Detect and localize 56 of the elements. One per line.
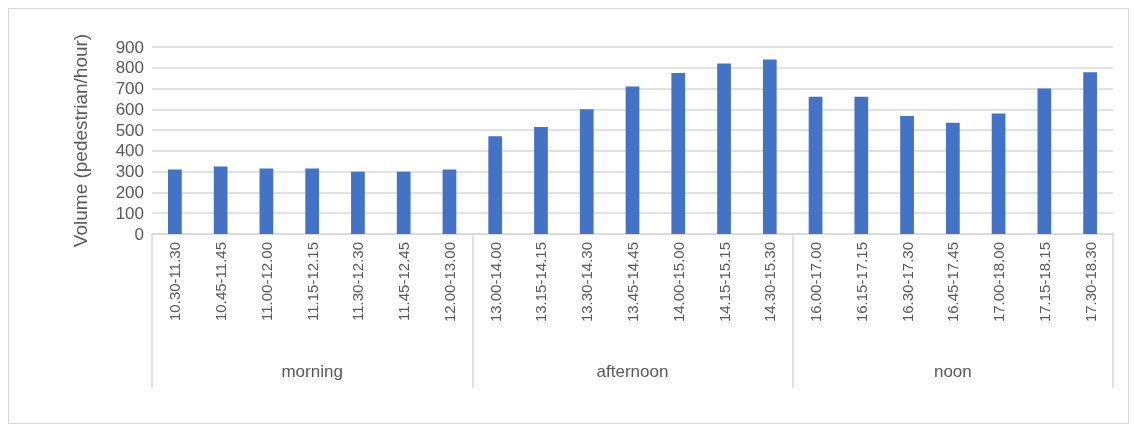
x-tick-label: 16.15-17.15 xyxy=(852,242,870,323)
bar xyxy=(854,96,869,234)
x-tick-label: 14.15-15.15 xyxy=(715,242,733,323)
bar xyxy=(213,166,228,234)
y-tick-label: 500 xyxy=(115,120,144,140)
x-tick-label: 14.00-15.00 xyxy=(669,242,687,323)
x-tick-label: 11.30-12.30 xyxy=(349,242,367,321)
x-tick-label: 10.30-11.30 xyxy=(166,242,184,321)
y-tick-label: 300 xyxy=(115,162,144,182)
bar xyxy=(442,169,457,234)
x-tick-label: 12.00-13.00 xyxy=(440,242,458,323)
bar xyxy=(1037,88,1052,234)
bar xyxy=(945,122,960,234)
text: morning xyxy=(281,362,343,381)
x-tick-label: 11.00-12.00 xyxy=(257,242,275,321)
y-tick-label: 100 xyxy=(115,203,144,223)
bar xyxy=(396,171,411,234)
bar xyxy=(534,126,548,234)
bar xyxy=(1083,72,1097,234)
bar xyxy=(671,72,686,234)
bar xyxy=(579,109,594,234)
x-tick-label: 10.45-11.45 xyxy=(212,242,230,321)
y-tick-label: 0 xyxy=(134,224,144,244)
y-tick-label: 800 xyxy=(115,58,144,78)
bar xyxy=(168,169,182,234)
x-tick-label: 16.00-17.00 xyxy=(807,242,825,323)
bar xyxy=(305,168,320,234)
bar xyxy=(488,136,503,234)
x-tick-label: 13.00-14.00 xyxy=(486,242,504,323)
x-tick-label: 13.45-14.45 xyxy=(624,242,641,323)
x-tick-label: 13.30-14.30 xyxy=(578,242,596,323)
x-tick-label: 13.15-14.15 xyxy=(532,242,550,323)
text: noon xyxy=(933,362,972,381)
bar xyxy=(808,96,823,234)
y-tick-label: 900 xyxy=(115,37,144,57)
y-tick-label: 700 xyxy=(115,79,144,99)
y-tick-label: 400 xyxy=(115,141,144,161)
bar xyxy=(351,171,365,234)
bar xyxy=(900,115,914,234)
x-tick-label: 11.15-12.15 xyxy=(303,242,321,321)
x-tick-label: 16.30-17.30 xyxy=(898,242,916,323)
bar xyxy=(717,63,731,234)
bar xyxy=(625,86,640,234)
text: afternoon xyxy=(596,362,669,381)
y-axis-title: Volume (pedestrian/hour) xyxy=(70,33,91,248)
x-tick-label: 11.45-12.45 xyxy=(395,242,413,321)
bar xyxy=(991,113,1006,234)
x-tick-label: 17.00-18.00 xyxy=(990,242,1008,323)
x-tick-label: 14.30-15.30 xyxy=(761,242,779,323)
x-tick-label: 16.45-17.45 xyxy=(944,242,962,323)
bar xyxy=(259,168,274,234)
bar xyxy=(762,59,777,234)
y-tick-label: 600 xyxy=(115,99,144,119)
y-tick-label: 200 xyxy=(115,182,144,202)
x-tick-label: 17.30-18.30 xyxy=(1081,242,1099,323)
x-tick-label: 17.15-18.15 xyxy=(1035,242,1053,323)
